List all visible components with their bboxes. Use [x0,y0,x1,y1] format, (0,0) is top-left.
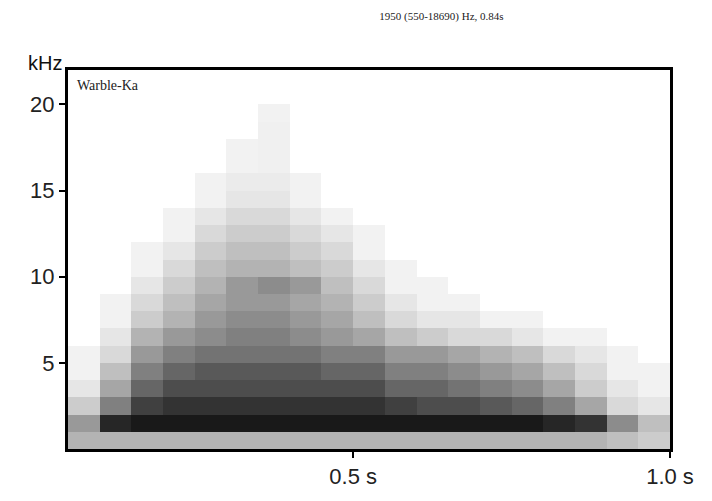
svg-text:1950 (550-18690) Hz, 0.84s: 1950 (550-18690) Hz, 0.84s [379,10,503,23]
svg-text:10: 10 [30,264,54,289]
svg-text:kHz: kHz [28,52,62,74]
svg-text:15: 15 [30,178,54,203]
svg-text:0.5 s: 0.5 s [329,464,377,489]
svg-text:5: 5 [42,351,54,376]
svg-text:1.0 s: 1.0 s [646,464,694,489]
svg-text:20: 20 [30,92,54,117]
svg-text:Warble-Ka: Warble-Ka [77,78,139,93]
